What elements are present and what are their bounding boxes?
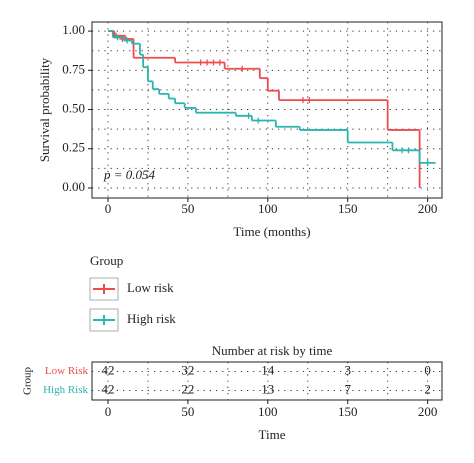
censor-mark bbox=[114, 34, 121, 41]
x-tick-label: 100 bbox=[258, 201, 278, 216]
x-tick-label: 0 bbox=[105, 404, 112, 419]
p-value: p = 0.054 bbox=[103, 167, 156, 182]
censor-mark bbox=[197, 59, 204, 66]
risk-count: 14 bbox=[261, 362, 275, 377]
censor-mark bbox=[299, 97, 306, 104]
risk-count: 3 bbox=[344, 362, 351, 377]
y-tick-label: 0.75 bbox=[62, 61, 85, 76]
risk-count: 32 bbox=[181, 362, 194, 377]
censor-mark bbox=[210, 59, 217, 66]
x-axis-label: Time (months) bbox=[233, 224, 310, 239]
censor-mark bbox=[255, 117, 262, 124]
censor-mark bbox=[239, 65, 246, 72]
row-label: High Risk bbox=[43, 384, 88, 396]
legend-label: High risk bbox=[127, 311, 176, 326]
censor-mark bbox=[306, 97, 313, 104]
x-tick-label: 50 bbox=[181, 404, 194, 419]
y-tick-label: 0.00 bbox=[62, 179, 85, 194]
censor-mark bbox=[216, 59, 223, 66]
x-tick-label: 0 bbox=[105, 201, 112, 216]
censor-mark bbox=[245, 112, 252, 119]
x-tick-label: 200 bbox=[418, 404, 438, 419]
risk-count: 0 bbox=[424, 362, 431, 377]
censor-mark bbox=[124, 37, 131, 44]
legend-symbol bbox=[93, 284, 115, 294]
legend-symbol bbox=[93, 315, 115, 325]
y-tick-label: 0.25 bbox=[62, 140, 85, 155]
table-x-label: Time bbox=[259, 427, 286, 442]
y-tick-label: 0.50 bbox=[62, 101, 85, 116]
risk-count: 13 bbox=[261, 381, 274, 396]
censor-mark bbox=[204, 59, 211, 66]
x-tick-label: 150 bbox=[338, 404, 358, 419]
x-tick-label: 50 bbox=[181, 201, 194, 216]
x-tick-label: 150 bbox=[338, 201, 358, 216]
risk-count: 42 bbox=[101, 381, 114, 396]
table-title: Number at risk by time bbox=[212, 343, 333, 358]
risk-count: 22 bbox=[181, 381, 194, 396]
x-tick-label: 100 bbox=[258, 404, 278, 419]
risk-count: 7 bbox=[344, 381, 351, 396]
y-axis-label: Survival probability bbox=[37, 57, 52, 162]
legend-label: Low risk bbox=[127, 280, 174, 295]
censor-mark bbox=[399, 147, 406, 154]
risk-count: 2 bbox=[424, 381, 431, 396]
table-frame bbox=[91, 361, 443, 401]
row-label: Low Risk bbox=[45, 365, 89, 377]
x-tick-label: 200 bbox=[418, 201, 438, 216]
y-tick-label: 1.00 bbox=[62, 22, 85, 37]
censor-mark bbox=[405, 147, 412, 154]
legend-title: Group bbox=[90, 253, 123, 268]
censor-mark bbox=[424, 159, 431, 166]
risk-count: 42 bbox=[101, 362, 114, 377]
table-y-label: Group bbox=[22, 366, 34, 395]
